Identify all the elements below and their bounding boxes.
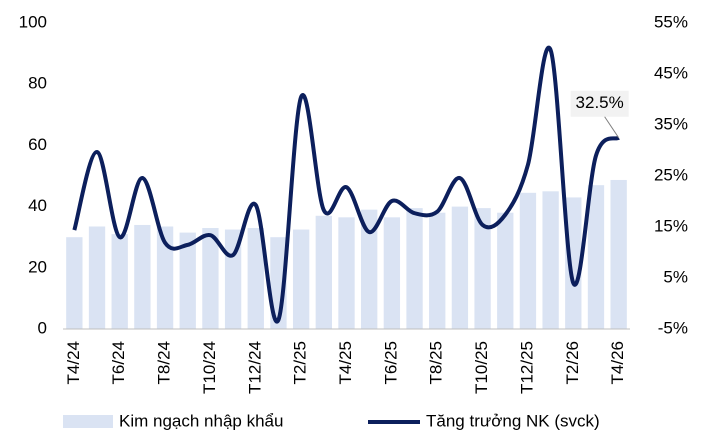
bar [542, 191, 559, 329]
y2-tick-label: -5% [658, 318, 688, 337]
legend-label: Kim ngạch nhập khẩu [119, 411, 283, 430]
bar [179, 232, 196, 329]
bar [315, 215, 332, 329]
bar [383, 217, 401, 329]
x-tick-label: T4/26 [608, 341, 627, 384]
x-tick-label: T10/25 [472, 341, 491, 394]
bar [474, 208, 491, 329]
bar [338, 217, 355, 329]
data-label: 32.5% [576, 93, 624, 112]
data-label-leader [604, 116, 620, 139]
x-tick-label: T4/25 [336, 341, 355, 384]
x-tick-label: T4/24 [64, 341, 83, 384]
bar [406, 208, 423, 329]
bar [247, 228, 264, 329]
x-tick-label: T2/25 [291, 341, 310, 384]
y2-tick-label: 35% [654, 114, 688, 133]
y2-tick-label: 15% [654, 216, 688, 235]
y-tick-label: 0 [38, 318, 47, 337]
y-tick-label: 60 [28, 135, 47, 154]
bar [610, 179, 627, 329]
y2-tick-label: 45% [654, 63, 688, 82]
legend-label: Tăng trưởng NK (svck) [426, 411, 600, 430]
legend-swatch [63, 415, 113, 428]
bar [519, 192, 537, 329]
y-tick-label: 20 [28, 257, 47, 276]
data-label-box [570, 90, 629, 117]
y-tick-label: 40 [28, 196, 47, 215]
y2-tick-label: 55% [654, 12, 688, 31]
bar [202, 228, 219, 329]
bar [156, 226, 174, 329]
x-tick-label: T12/25 [517, 341, 536, 394]
bar [292, 229, 310, 329]
y2-tick-label: 5% [663, 267, 688, 286]
y-tick-label: 80 [28, 74, 47, 93]
bar [497, 212, 514, 329]
x-tick-label: T10/24 [200, 341, 219, 394]
x-tick-label: T6/24 [109, 341, 128, 384]
x-tick-label: T8/24 [155, 341, 174, 384]
bar [111, 234, 128, 329]
x-tick-label: T6/25 [381, 341, 400, 384]
bar [565, 197, 582, 329]
y2-tick-label: 25% [654, 165, 688, 184]
bar [66, 237, 83, 329]
bar [361, 209, 378, 329]
x-tick-label: T2/26 [563, 341, 582, 384]
x-tick-label: T8/25 [427, 341, 446, 384]
bar [587, 185, 605, 329]
bar [429, 212, 446, 329]
x-tick-label: T12/24 [245, 341, 264, 394]
bar [134, 224, 151, 329]
y-tick-label: 100 [19, 12, 47, 31]
line [72, 45, 620, 324]
bar [88, 226, 106, 329]
bar [451, 206, 469, 329]
